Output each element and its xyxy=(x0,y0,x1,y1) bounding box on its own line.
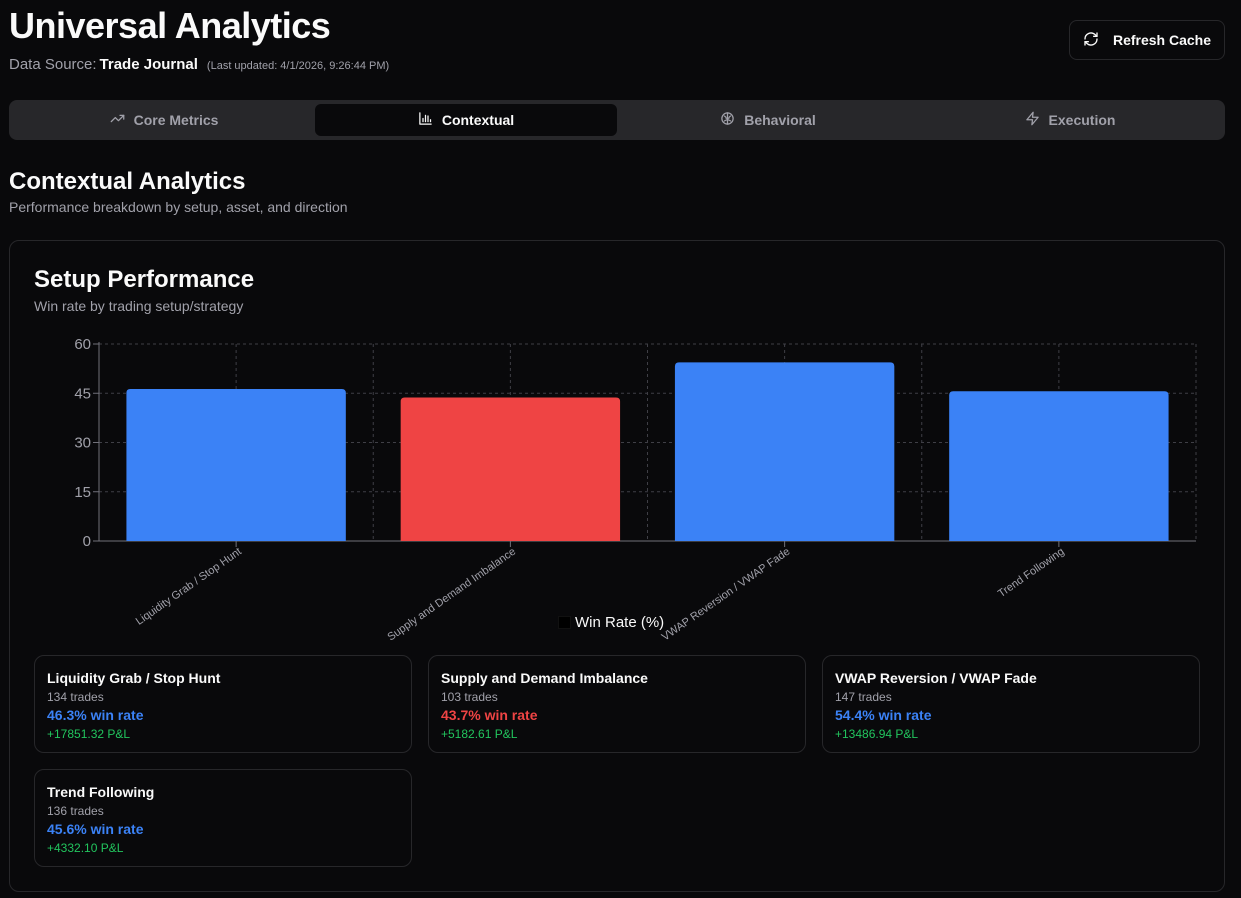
tab-core-metrics[interactable]: Core Metrics xyxy=(13,104,315,136)
analytics-tabs: Core Metrics Contextual Behavioral Execu… xyxy=(9,100,1225,140)
x-tick-label: VWAP Reversion / VWAP Fade xyxy=(660,546,793,644)
setup-win-rate: 46.3% win rate xyxy=(47,707,144,723)
tab-execution[interactable]: Execution xyxy=(919,104,1221,136)
legend-label: Win Rate (%) xyxy=(575,614,665,631)
setup-card: VWAP Reversion / VWAP Fade 147 trades 54… xyxy=(822,655,1200,753)
tab-label: Core Metrics xyxy=(133,112,219,128)
last-updated: (Last updated: 4/1/2026, 9:26:44 PM) xyxy=(206,60,390,72)
chart-bar xyxy=(126,388,346,541)
x-tick-label: Supply and Demand Imbalance xyxy=(385,546,518,644)
setup-name: Liquidity Grab / Stop Hunt xyxy=(47,670,221,686)
data-source-label: Data Source: xyxy=(9,56,97,73)
section-subtitle: Performance breakdown by setup, asset, a… xyxy=(9,199,348,215)
tab-behavioral[interactable]: Behavioral xyxy=(617,104,919,136)
tab-label: Behavioral xyxy=(744,112,816,128)
setup-trades: 103 trades xyxy=(441,690,498,704)
win-rate-bar-chart: 0 15 30 45 60 Liquidity Grab / Stop Hunt Suppl… xyxy=(74,336,1197,644)
card-subtitle: Win rate by trading setup/strategy xyxy=(34,298,244,314)
trending-up-icon xyxy=(110,111,125,129)
page-header: Universal Analytics Data Source: Trade J… xyxy=(9,5,389,74)
setup-cards: Liquidity Grab / Stop Hunt 134 trades 46… xyxy=(34,655,1200,867)
setup-card: Liquidity Grab / Stop Hunt 134 trades 46… xyxy=(34,655,412,753)
brain-icon xyxy=(720,111,735,129)
setup-win-rate: 45.6% win rate xyxy=(47,821,144,837)
y-tick-label: 15 xyxy=(74,484,91,501)
setup-win-rate: 54.4% win rate xyxy=(835,707,932,723)
y-tick-label: 60 xyxy=(74,336,91,353)
refresh-cache-button[interactable]: Refresh Cache xyxy=(1069,20,1225,60)
chart-bar xyxy=(400,397,621,541)
setup-trades: 147 trades xyxy=(835,690,892,704)
chart-bar xyxy=(674,362,895,541)
refresh-icon xyxy=(1083,31,1099,50)
tab-contextual[interactable]: Contextual xyxy=(315,104,617,136)
tab-label: Execution xyxy=(1048,112,1116,128)
x-tick-label: Trend Following xyxy=(996,546,1067,600)
setup-pnl: +5182.61 P&L xyxy=(441,727,518,741)
legend-swatch xyxy=(558,616,571,629)
zap-icon xyxy=(1025,111,1040,129)
setup-pnl: +4332.10 P&L xyxy=(47,841,124,855)
setup-performance-card: Setup Performance Win rate by trading se… xyxy=(9,240,1225,892)
setup-win-rate: 43.7% win rate xyxy=(441,707,538,723)
card-title: Setup Performance xyxy=(34,266,255,293)
bar-chart-icon xyxy=(418,111,433,129)
tab-label: Contextual xyxy=(441,112,515,128)
setup-name: VWAP Reversion / VWAP Fade xyxy=(835,670,1037,686)
setup-name: Supply and Demand Imbalance xyxy=(441,670,648,686)
setup-card: Trend Following 136 trades 45.6% win rat… xyxy=(34,769,412,867)
data-source-line: Data Source: Trade Journal (Last updated… xyxy=(9,56,389,73)
setup-card: Supply and Demand Imbalance 103 trades 4… xyxy=(428,655,806,753)
y-tick-label: 0 xyxy=(83,533,91,550)
setup-pnl: +13486.94 P&L xyxy=(835,727,919,741)
setup-pnl: +17851.32 P&L xyxy=(47,727,131,741)
x-tick-label: Liquidity Grab / Stop Hunt xyxy=(134,546,244,628)
chart-legend: Win Rate (%) xyxy=(558,614,664,631)
y-tick-label: 30 xyxy=(74,435,91,452)
setup-trades: 134 trades xyxy=(47,690,104,704)
section-title: Contextual Analytics xyxy=(9,168,246,195)
refresh-cache-label: Refresh Cache xyxy=(1112,32,1212,48)
chart-bar xyxy=(949,391,1169,541)
setup-name: Trend Following xyxy=(47,784,155,800)
app-title: Universal Analytics xyxy=(9,5,331,46)
y-tick-label: 45 xyxy=(74,385,91,402)
data-source-name: Trade Journal xyxy=(99,56,198,73)
setup-trades: 136 trades xyxy=(47,804,104,818)
